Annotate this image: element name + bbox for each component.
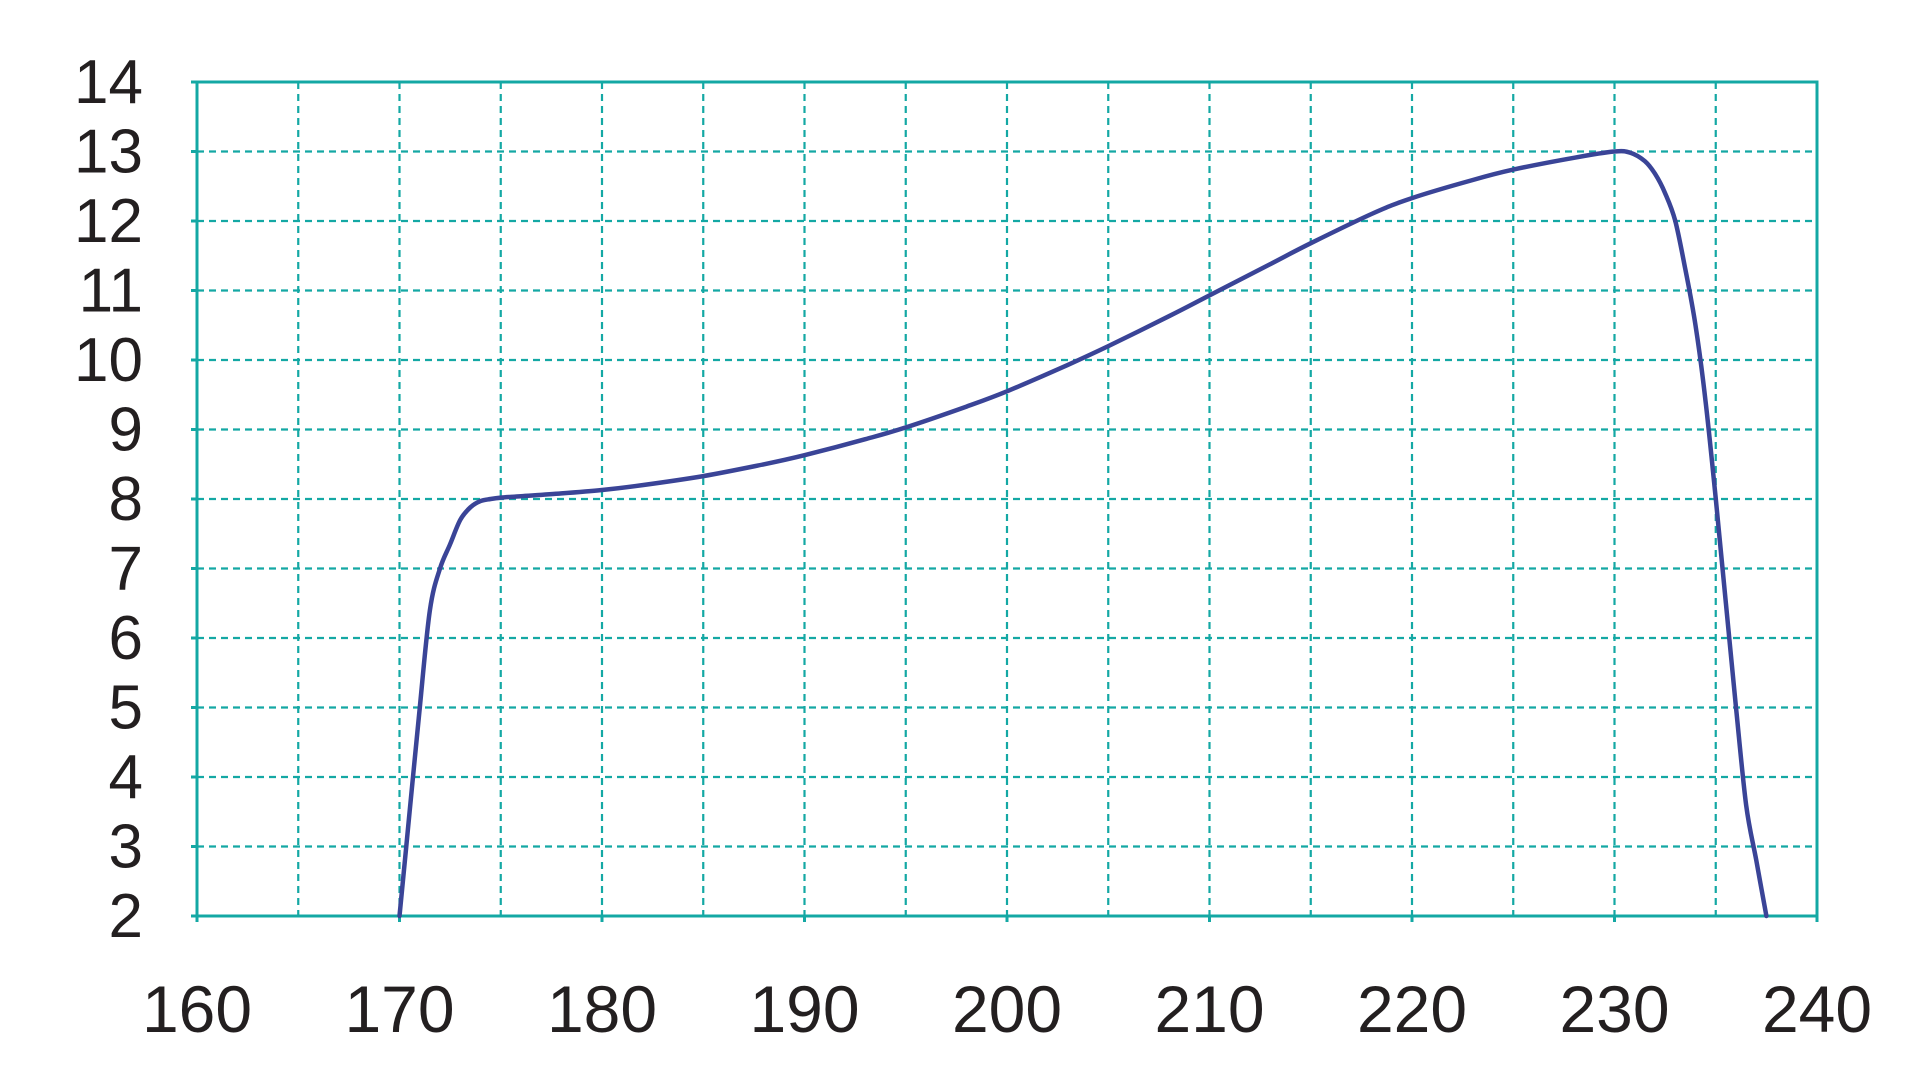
y-tick-label: 2 xyxy=(109,882,143,951)
y-tick-label: 8 xyxy=(109,465,143,534)
x-tick-label: 240 xyxy=(1762,972,1872,1046)
y-tick-label: 3 xyxy=(109,813,143,882)
x-tick-label: 160 xyxy=(142,972,252,1046)
y-tick-label: 10 xyxy=(74,326,143,395)
plot-frame xyxy=(191,80,1819,922)
y-tick-label: 6 xyxy=(109,604,143,673)
grid-lines xyxy=(197,82,1817,916)
x-axis-tick-labels: 160 170 180 190 200 210 220 230 240 xyxy=(142,972,1872,1046)
y-tick-label: 5 xyxy=(109,674,143,743)
x-tick-label: 230 xyxy=(1559,972,1669,1046)
x-tick-label: 210 xyxy=(1154,972,1264,1046)
x-tick-label: 190 xyxy=(749,972,859,1046)
y-tick-label: 14 xyxy=(74,48,143,117)
x-tick-label: 220 xyxy=(1357,972,1467,1046)
y-tick-label: 4 xyxy=(109,743,143,812)
series-line xyxy=(397,148,1769,919)
y-tick-label: 13 xyxy=(74,118,143,187)
y-tick-label: 9 xyxy=(109,396,143,465)
x-tick-label: 200 xyxy=(952,972,1062,1046)
series-lines xyxy=(397,148,1769,919)
y-tick-label: 7 xyxy=(109,535,143,604)
x-tick-label: 180 xyxy=(547,972,657,1046)
y-tick-label: 12 xyxy=(74,187,143,256)
y-tick-label: 11 xyxy=(79,257,143,326)
x-tick-label: 170 xyxy=(344,972,454,1046)
